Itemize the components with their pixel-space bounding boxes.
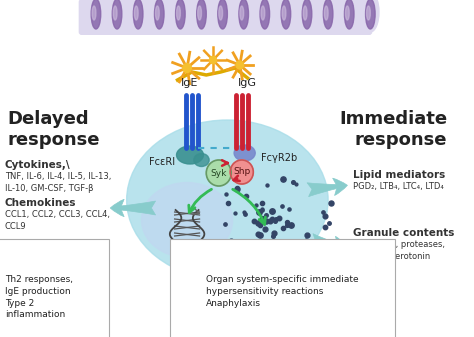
Circle shape xyxy=(206,160,231,186)
Ellipse shape xyxy=(176,6,181,20)
Ellipse shape xyxy=(214,0,231,32)
Ellipse shape xyxy=(129,0,147,32)
Text: Immediate
response: Immediate response xyxy=(339,110,447,149)
Ellipse shape xyxy=(299,0,316,32)
Text: IgG: IgG xyxy=(238,78,257,88)
Ellipse shape xyxy=(193,0,210,32)
Ellipse shape xyxy=(219,6,223,20)
Ellipse shape xyxy=(282,6,286,20)
Ellipse shape xyxy=(198,6,201,20)
Ellipse shape xyxy=(240,6,244,20)
Text: Delayed
response: Delayed response xyxy=(8,110,100,149)
Ellipse shape xyxy=(261,6,265,20)
Ellipse shape xyxy=(303,6,307,20)
Ellipse shape xyxy=(345,0,354,29)
Ellipse shape xyxy=(151,0,168,32)
Ellipse shape xyxy=(176,146,203,164)
Ellipse shape xyxy=(92,6,96,20)
Ellipse shape xyxy=(365,0,375,29)
Ellipse shape xyxy=(346,6,349,20)
Ellipse shape xyxy=(113,6,117,20)
Ellipse shape xyxy=(142,183,233,257)
Ellipse shape xyxy=(256,0,273,32)
Text: Syk: Syk xyxy=(210,168,227,178)
Ellipse shape xyxy=(133,0,143,29)
Ellipse shape xyxy=(234,145,255,161)
Ellipse shape xyxy=(109,0,126,32)
Text: Organ system-specific immediate
hypersensitivity reactions
Anaphylaxis: Organ system-specific immediate hypersen… xyxy=(206,275,359,308)
Ellipse shape xyxy=(239,0,248,29)
Ellipse shape xyxy=(218,0,228,29)
Text: IgE: IgE xyxy=(181,78,199,88)
Text: Histamine, proteases,
heparin, serotonin: Histamine, proteases, heparin, serotonin xyxy=(353,240,445,261)
Ellipse shape xyxy=(277,0,294,32)
Ellipse shape xyxy=(194,153,209,166)
Ellipse shape xyxy=(127,120,328,280)
Ellipse shape xyxy=(302,0,312,29)
Text: CCL1, CCL2, CCL3, CCL4,
CCL9: CCL1, CCL2, CCL3, CCL4, CCL9 xyxy=(5,210,110,231)
Ellipse shape xyxy=(366,6,370,20)
Ellipse shape xyxy=(175,0,185,29)
Circle shape xyxy=(183,63,191,72)
Ellipse shape xyxy=(87,0,105,32)
Ellipse shape xyxy=(197,0,206,29)
Ellipse shape xyxy=(319,0,337,32)
Ellipse shape xyxy=(323,0,333,29)
Circle shape xyxy=(210,56,217,64)
FancyBboxPatch shape xyxy=(79,0,372,35)
Ellipse shape xyxy=(155,0,164,29)
Ellipse shape xyxy=(324,6,328,20)
Ellipse shape xyxy=(281,0,291,29)
Text: PGD₂, LTB₄, LTC₄, LTD₄: PGD₂, LTB₄, LTC₄, LTD₄ xyxy=(353,182,444,191)
Ellipse shape xyxy=(91,0,101,29)
Text: Lipid mediators: Lipid mediators xyxy=(353,170,446,180)
Ellipse shape xyxy=(112,0,122,29)
Text: Th2 responses,
IgE production
Type 2
inflammation: Th2 responses, IgE production Type 2 inf… xyxy=(5,275,73,319)
Ellipse shape xyxy=(134,6,138,20)
Text: Chemokines: Chemokines xyxy=(5,198,76,208)
Text: Cytokines,\: Cytokines,\ xyxy=(5,160,71,170)
Text: FcγR2b: FcγR2b xyxy=(261,153,297,163)
Ellipse shape xyxy=(235,0,252,32)
Circle shape xyxy=(236,61,244,69)
Ellipse shape xyxy=(172,0,189,32)
Ellipse shape xyxy=(260,0,270,29)
Text: FcεRI: FcεRI xyxy=(149,157,175,167)
Text: Granule contents: Granule contents xyxy=(353,228,455,238)
Ellipse shape xyxy=(341,0,358,32)
Ellipse shape xyxy=(155,6,159,20)
Circle shape xyxy=(230,160,253,184)
Ellipse shape xyxy=(362,0,379,32)
Text: Shp: Shp xyxy=(233,167,250,177)
Text: TNF, IL-6, IL-4, IL-5, IL-13,
IL-10, GM-CSF, TGF-β: TNF, IL-6, IL-4, IL-5, IL-13, IL-10, GM-… xyxy=(5,172,111,193)
